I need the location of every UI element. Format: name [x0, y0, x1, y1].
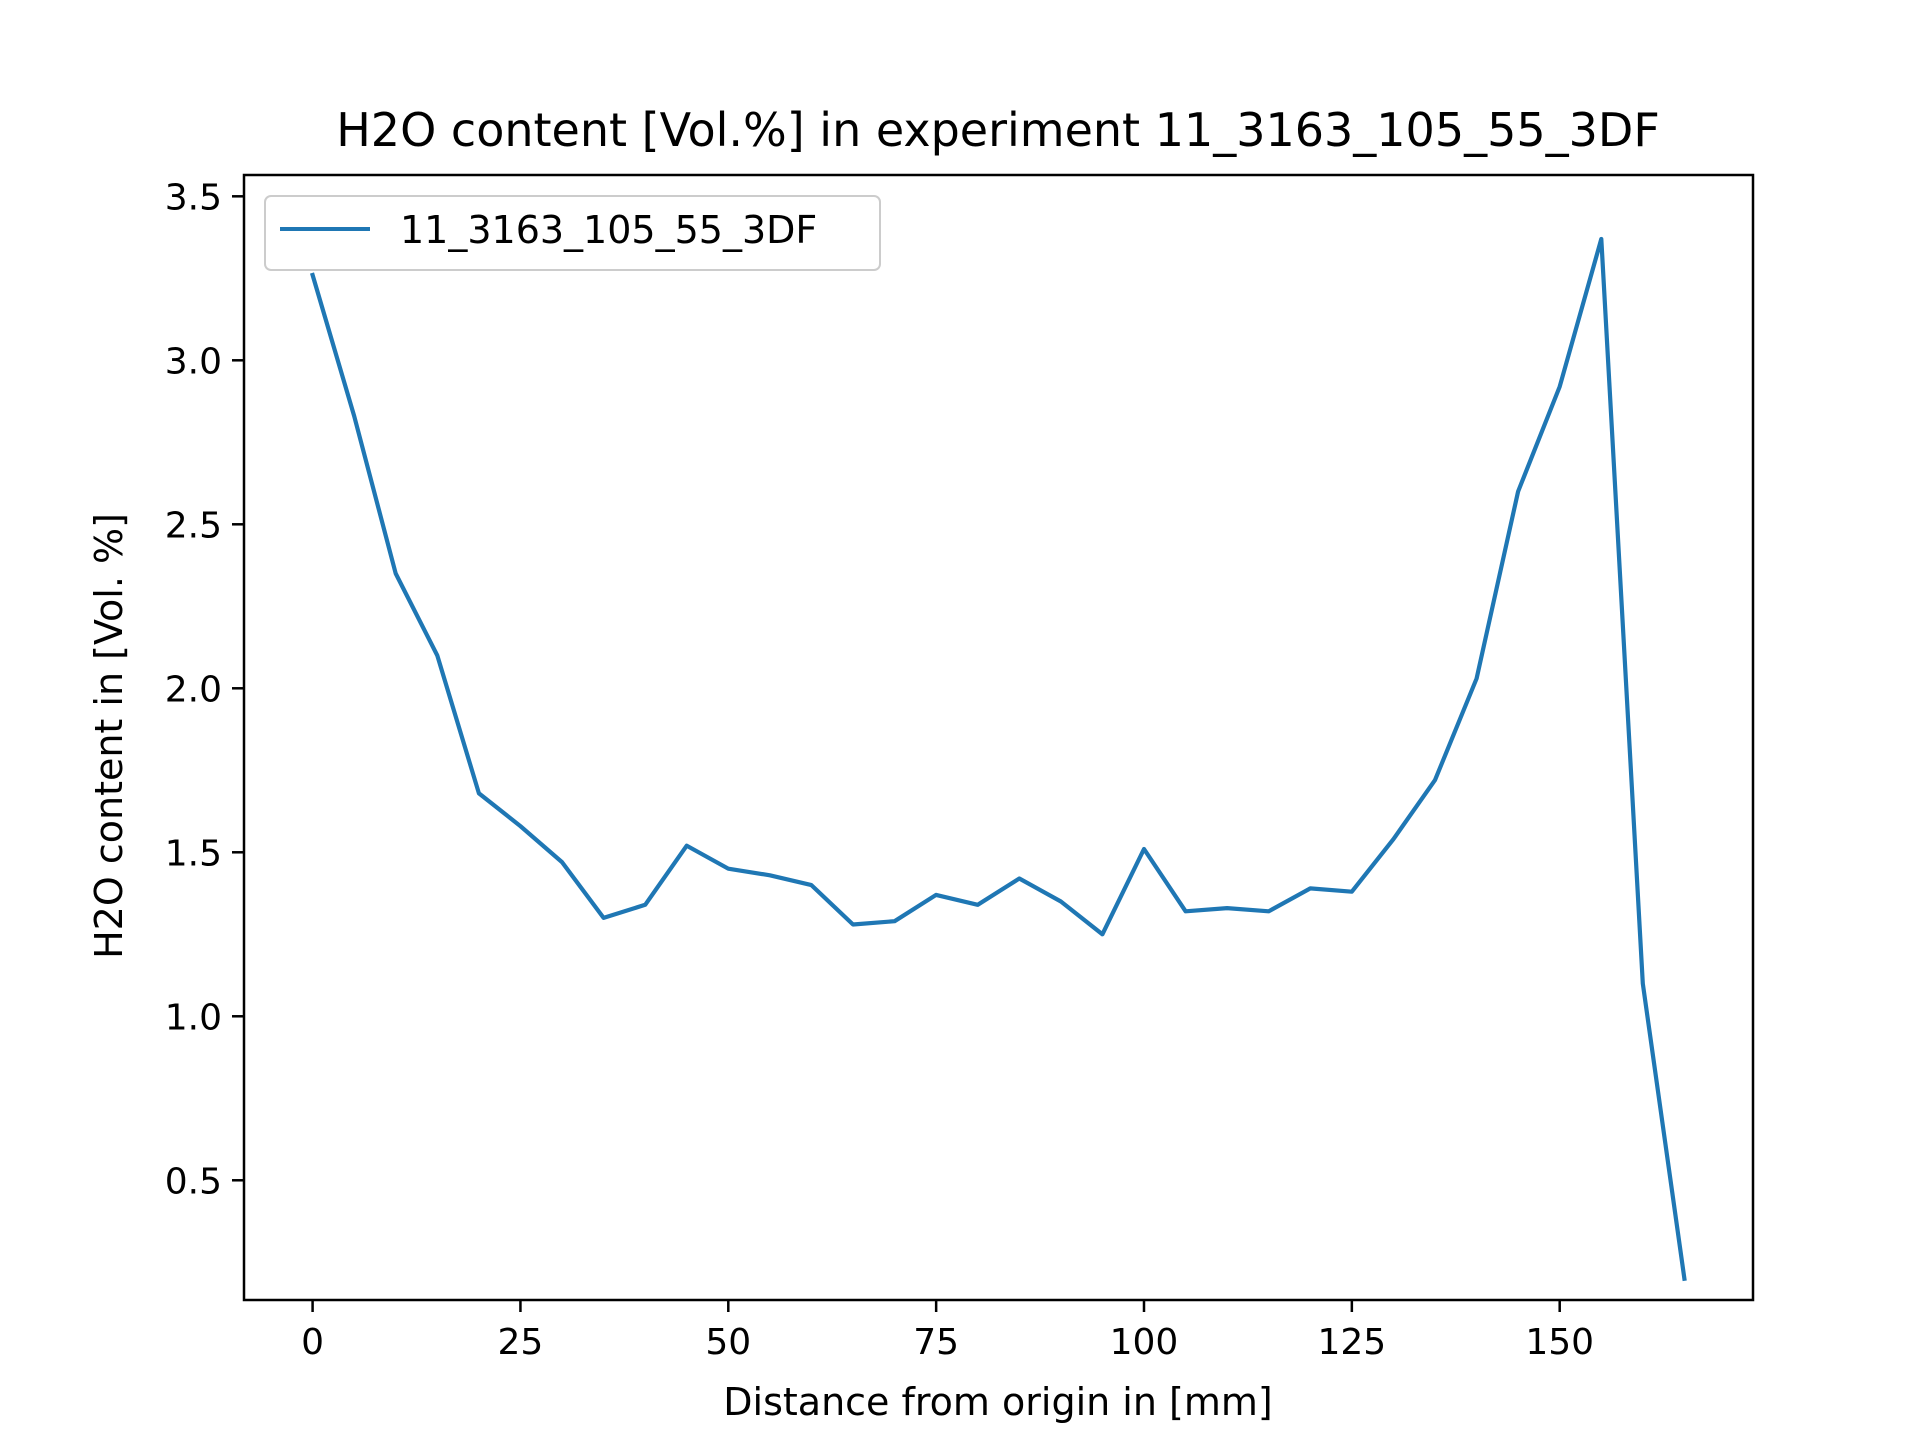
data-point	[351, 413, 357, 419]
data-point	[601, 915, 607, 921]
x-tick-label: 0	[301, 1322, 324, 1363]
data-point	[1557, 384, 1563, 390]
data-point	[1598, 236, 1604, 242]
data-point	[1016, 876, 1022, 882]
legend-box	[264, 195, 881, 271]
data-point	[1099, 931, 1105, 937]
data-point	[310, 272, 316, 278]
y-tick-label: 2.0	[165, 669, 222, 710]
data-point	[1681, 1276, 1687, 1282]
data-point	[476, 790, 482, 796]
data-point	[1266, 908, 1272, 914]
data-point	[1349, 889, 1355, 895]
data-point	[559, 859, 565, 865]
data-point	[1515, 489, 1521, 495]
y-tick-label: 2.5	[165, 505, 222, 546]
data-point	[1141, 846, 1147, 852]
data-point	[1432, 777, 1438, 783]
y-tick-label: 0.5	[165, 1161, 222, 1202]
data-point	[808, 882, 814, 888]
x-tick-label: 100	[1110, 1322, 1179, 1363]
data-point	[1224, 905, 1230, 911]
data-point	[850, 921, 856, 927]
data-point	[1183, 908, 1189, 914]
data-point	[933, 892, 939, 898]
data-point	[684, 843, 690, 849]
data-point	[892, 918, 898, 924]
x-tick-label: 50	[705, 1322, 751, 1363]
data-point	[517, 823, 523, 829]
x-tick-label: 25	[498, 1322, 544, 1363]
x-tick-label: 125	[1317, 1322, 1386, 1363]
data-point	[1640, 980, 1646, 986]
data-point	[975, 902, 981, 908]
y-axis-ticks: 0.5 1.0 1.5 2.0 2.5 3.0 3.5	[165, 177, 244, 1202]
data-point	[767, 872, 773, 878]
data-point	[1390, 836, 1396, 842]
plot-area-frame	[242, 173, 1755, 1302]
x-tick-label: 150	[1525, 1322, 1594, 1363]
series-line	[309, 236, 1687, 1282]
data-point	[642, 902, 648, 908]
y-tick-label: 1.0	[165, 997, 222, 1038]
data-point	[1307, 885, 1313, 891]
chart-title: H2O content [Vol.%] in experiment 11_316…	[336, 103, 1660, 157]
series-layer	[309, 236, 1687, 1282]
data-point	[1474, 675, 1480, 681]
y-tick-label: 1.5	[165, 833, 222, 874]
x-tick-label: 75	[913, 1322, 959, 1363]
data-point	[1058, 898, 1064, 904]
legend-label: 11_3163_105_55_3DF	[400, 208, 817, 252]
data-point	[393, 571, 399, 577]
legend: 11_3163_105_55_3DF	[264, 195, 881, 271]
y-tick-label: 3.0	[165, 341, 222, 382]
x-axis-ticks: 0 25 50 75 100 125 150	[301, 1300, 1594, 1363]
data-point	[434, 653, 440, 659]
x-axis-label: Distance from origin in [mm]	[723, 1380, 1272, 1424]
y-axis-label: H2O content in [Vol. %]	[87, 513, 131, 959]
y-tick-label: 3.5	[165, 177, 222, 218]
data-point	[725, 866, 731, 872]
